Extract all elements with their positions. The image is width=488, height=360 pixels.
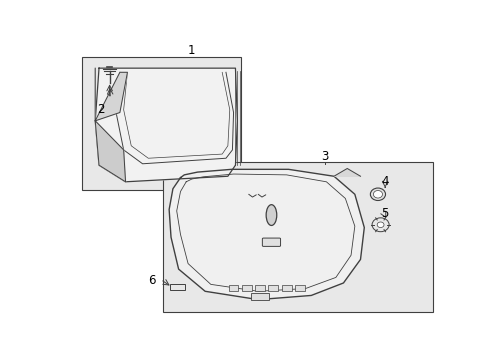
Bar (242, 285, 251, 291)
Bar (82, 57, 241, 190)
Text: 3: 3 (320, 150, 327, 163)
Ellipse shape (373, 190, 382, 198)
Polygon shape (169, 169, 364, 300)
FancyBboxPatch shape (262, 238, 280, 246)
Text: 5: 5 (381, 207, 388, 220)
Ellipse shape (265, 205, 276, 225)
Polygon shape (333, 168, 360, 176)
Text: 6: 6 (148, 274, 156, 287)
Text: 2: 2 (97, 103, 104, 116)
Bar (281, 285, 291, 291)
Ellipse shape (376, 222, 383, 228)
Polygon shape (95, 68, 127, 121)
Bar (170, 284, 184, 291)
Bar (251, 293, 268, 301)
Ellipse shape (369, 188, 385, 201)
Bar (163, 162, 432, 312)
Ellipse shape (371, 218, 388, 232)
Polygon shape (95, 121, 125, 182)
Text: 1: 1 (188, 44, 195, 57)
Bar (255, 285, 264, 291)
Bar (268, 285, 278, 291)
Bar (228, 285, 238, 291)
Text: 4: 4 (381, 175, 388, 188)
Bar (294, 285, 304, 291)
Polygon shape (95, 68, 237, 182)
